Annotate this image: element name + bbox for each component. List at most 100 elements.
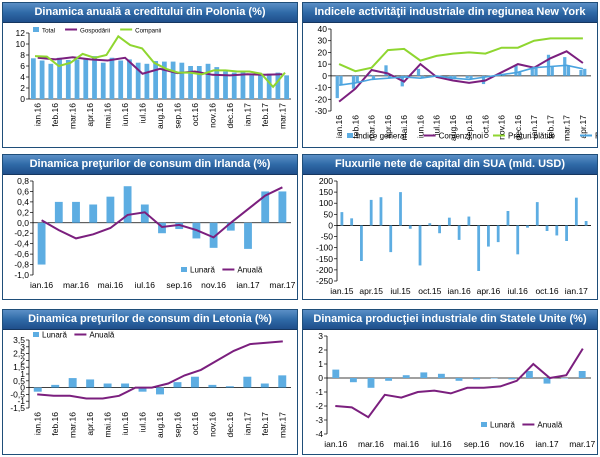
- bar: [249, 75, 255, 99]
- y-tick-label: 200: [319, 176, 333, 186]
- y-tick-label: 1,5: [13, 362, 25, 372]
- bar: [555, 225, 559, 236]
- chart-svg: -1,0-0,8-0,6-0,4-0,20,00,20,40,60,8 ian.1…: [14, 176, 295, 290]
- bar: [179, 62, 185, 99]
- bar: [225, 386, 234, 388]
- y-tick-label: -200: [316, 265, 333, 275]
- y-tick-label: 0: [20, 94, 25, 104]
- bar: [420, 75, 424, 79]
- bar: [514, 65, 518, 76]
- chart-title: Dinamica preţurilor de consum din Irland…: [3, 155, 297, 175]
- y-tick-label: 2,5: [13, 349, 25, 359]
- y-tick-label: 20: [318, 47, 328, 57]
- x-tick-label: ian.16: [334, 115, 344, 138]
- x-tick-label: oct.16: [190, 103, 200, 126]
- bar: [208, 384, 217, 388]
- x-tick-label: feb.17: [260, 103, 270, 127]
- x-tick-label: mai.16: [103, 103, 113, 129]
- legend-label: Prețuri plătite: [508, 132, 556, 141]
- bar: [379, 197, 383, 226]
- bar: [106, 196, 115, 223]
- y-tick-label: 8: [20, 50, 25, 60]
- x-tick-label: iul.15: [390, 286, 411, 296]
- x-tick-label: iul.16: [135, 280, 156, 290]
- bar: [369, 199, 373, 226]
- y-tick-label: 3: [20, 342, 25, 352]
- x-tick-label: ian.17: [242, 412, 252, 435]
- legend-label: Lunară: [190, 266, 215, 275]
- bar: [518, 72, 522, 76]
- bar: [72, 201, 80, 223]
- x-tick-label: mar.17: [277, 103, 287, 129]
- bar: [416, 68, 421, 76]
- bar: [543, 378, 551, 384]
- bar: [92, 56, 97, 99]
- x-tick-label: feb.16: [50, 412, 60, 436]
- bar: [170, 61, 176, 99]
- bar: [574, 197, 578, 226]
- bar: [428, 223, 432, 226]
- x-tick-label: iun.16: [120, 103, 130, 126]
- bar: [534, 67, 538, 76]
- bar: [349, 378, 357, 383]
- x-tick-label: ian.16: [33, 412, 43, 435]
- x-tick-label: sep.16: [172, 103, 182, 129]
- y-tick-label: -10: [315, 83, 328, 93]
- x-tick-label: nov.16: [207, 103, 217, 128]
- bar: [501, 74, 506, 76]
- bar: [260, 383, 269, 388]
- x-tick-label: iun.16: [120, 412, 130, 435]
- bar: [402, 375, 410, 378]
- bar: [209, 222, 218, 248]
- x-tick-label: dec.16: [225, 412, 235, 438]
- x-tick-label: mar.16: [68, 412, 78, 438]
- x-tick-label: feb.16: [50, 103, 60, 127]
- bar: [161, 61, 167, 99]
- x-tick-label: ian.16: [33, 103, 43, 126]
- y-tick-label: -3: [315, 415, 323, 425]
- bar: [74, 59, 80, 99]
- bar: [48, 63, 54, 99]
- chart-svg: -1,5-1-0,500,511,522,533,5 ian.16 feb.16 ma…: [10, 331, 291, 438]
- y-tick-label: -1: [17, 396, 25, 406]
- legend-swatch: [33, 27, 39, 32]
- x-tick-label: apr.16: [85, 103, 95, 127]
- x-tick-label: mar.17: [562, 115, 572, 141]
- y-tick-label: -1,0: [14, 270, 29, 280]
- series-line: [338, 37, 583, 73]
- chart-title: Dinamica preţurilor de consum din Letoni…: [3, 310, 297, 330]
- x-tick-label: nov.16: [201, 280, 226, 290]
- y-tick-label: 2: [318, 345, 323, 355]
- x-tick-label: ian.17: [242, 103, 252, 126]
- bar: [121, 383, 130, 388]
- y-tick-label: -1: [315, 387, 323, 397]
- bar: [340, 212, 344, 226]
- y-tick-label: -20: [315, 94, 328, 104]
- bar: [127, 59, 132, 99]
- series-line: [338, 50, 584, 103]
- bar: [68, 378, 77, 388]
- bar: [278, 191, 287, 223]
- x-tick-label: iul.16: [508, 286, 529, 296]
- bar: [135, 62, 141, 99]
- bar: [561, 378, 569, 379]
- y-tick-label: 150: [319, 187, 333, 197]
- bar: [275, 72, 281, 99]
- y-tick-label: 3,5: [13, 335, 25, 345]
- y-tick-label: 0: [322, 71, 327, 81]
- x-tick-label: iun.16: [415, 115, 425, 138]
- bar: [455, 378, 463, 381]
- bar: [86, 379, 95, 388]
- bar: [89, 204, 98, 223]
- y-tick-label: 40: [318, 24, 328, 34]
- bar: [156, 387, 164, 395]
- y-tick-label: 1: [20, 369, 25, 379]
- x-tick-label: mar.16: [63, 280, 89, 290]
- y-tick-label: -150: [316, 254, 333, 264]
- chart-title: Dinamica producţiei industriale din Stat…: [303, 310, 597, 330]
- x-tick-label: mai.16: [98, 280, 124, 290]
- y-tick-label: 0,0: [17, 218, 29, 228]
- series-line: [335, 348, 584, 419]
- bar: [579, 70, 583, 76]
